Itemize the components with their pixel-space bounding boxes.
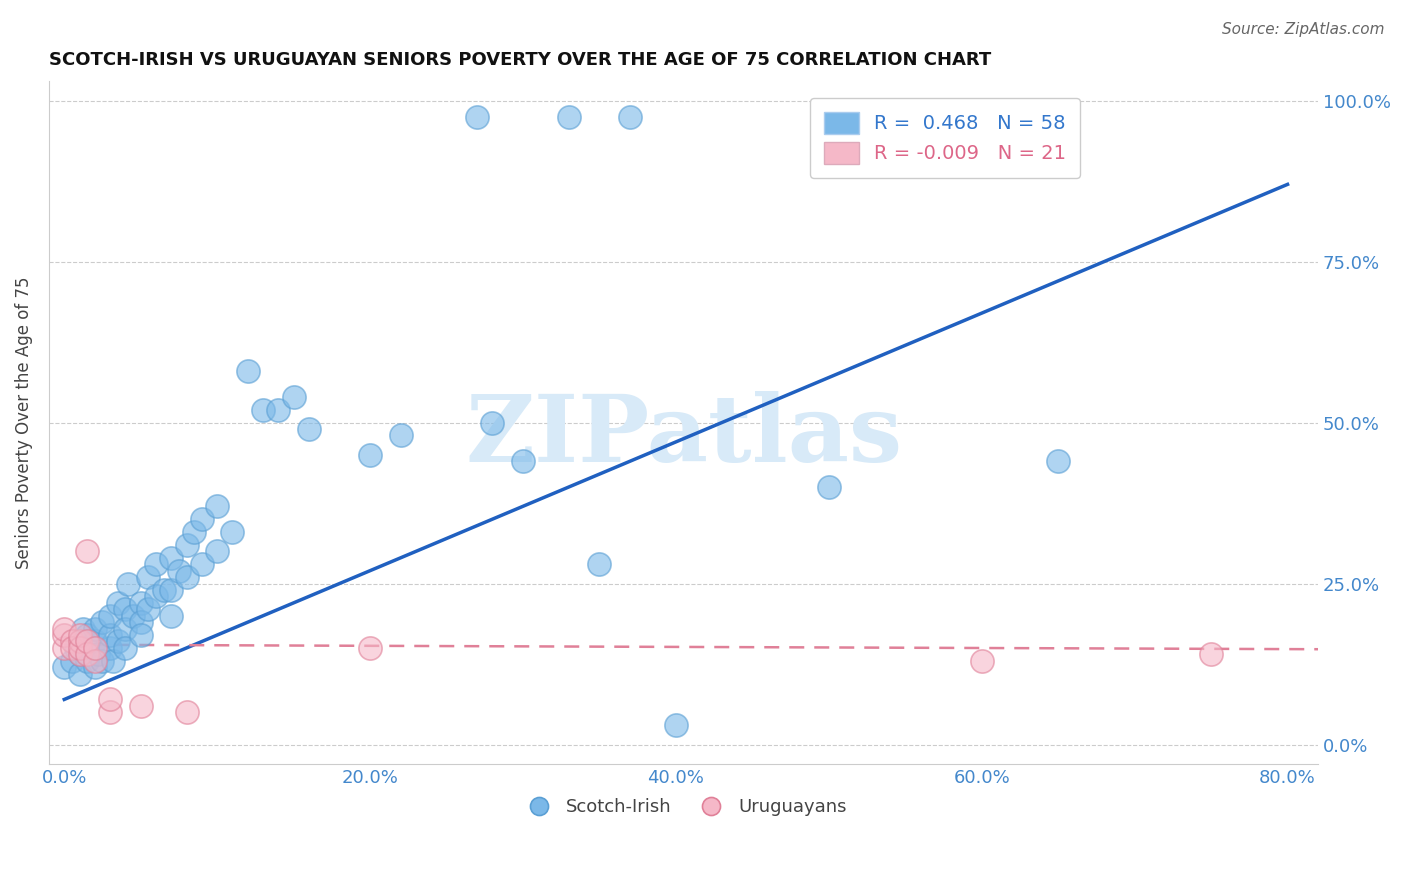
Y-axis label: Seniors Poverty Over the Age of 75: Seniors Poverty Over the Age of 75 (15, 277, 32, 569)
Point (76, 654, 98, 668)
Point (107, 596, 129, 610)
Text: ZIPatlas: ZIPatlas (465, 392, 903, 482)
Point (60, 634, 83, 648)
Point (107, 634, 129, 648)
Point (69, 628, 91, 642)
Point (69, 640, 91, 655)
Point (138, 602, 160, 616)
Point (103, 654, 125, 668)
Point (129, 615, 152, 630)
Point (76, 628, 98, 642)
Point (53, 628, 76, 642)
Point (970, 654, 993, 668)
Point (176, 538, 198, 552)
Point (60, 654, 83, 668)
Point (53, 640, 76, 655)
Point (145, 558, 167, 572)
Point (69, 634, 91, 648)
Point (191, 558, 214, 572)
Point (65, 640, 87, 655)
Point (129, 596, 152, 610)
Point (205, 500, 228, 514)
Point (83, 654, 105, 668)
Point (60, 640, 83, 655)
Point (167, 564, 190, 578)
Point (1047, 454, 1070, 468)
Point (53, 622, 76, 636)
Point (817, 480, 839, 494)
Point (98, 628, 121, 642)
Point (83, 622, 105, 636)
Point (588, 558, 610, 572)
Point (76, 648, 98, 662)
Point (117, 576, 139, 591)
Point (87, 648, 110, 662)
Point (98, 706, 121, 720)
Point (129, 698, 152, 713)
Point (252, 402, 274, 417)
Point (359, 640, 381, 655)
Point (114, 640, 136, 655)
Point (176, 706, 198, 720)
Point (69, 648, 91, 662)
Point (512, 454, 534, 468)
Point (83, 660, 105, 674)
Point (389, 428, 412, 442)
Point (205, 544, 228, 558)
Point (53, 660, 76, 674)
Point (191, 512, 214, 526)
Point (145, 590, 167, 604)
Point (267, 402, 290, 417)
Point (76, 544, 98, 558)
Point (298, 422, 321, 436)
Point (619, 110, 641, 124)
Point (69, 648, 91, 662)
Point (91, 654, 114, 668)
Point (76, 634, 98, 648)
Point (91, 615, 114, 630)
Point (221, 524, 243, 539)
Point (183, 524, 205, 539)
Point (236, 364, 259, 378)
Point (69, 666, 91, 681)
Point (129, 628, 152, 642)
Point (83, 634, 105, 648)
Point (1199, 648, 1222, 662)
Point (283, 390, 305, 404)
Point (481, 416, 503, 430)
Point (114, 622, 136, 636)
Point (138, 570, 160, 584)
Point (160, 582, 183, 597)
Point (98, 608, 121, 623)
Point (72, 622, 94, 636)
Point (160, 608, 183, 623)
Point (83, 640, 105, 655)
Point (359, 448, 381, 462)
Point (465, 110, 488, 124)
Point (665, 718, 688, 732)
Legend: Scotch-Irish, Uruguayans: Scotch-Irish, Uruguayans (513, 790, 853, 823)
Text: Source: ZipAtlas.com: Source: ZipAtlas.com (1222, 22, 1385, 37)
Point (98, 692, 121, 706)
Point (160, 550, 183, 565)
Point (558, 110, 581, 124)
Point (176, 570, 198, 584)
Text: SCOTCH-IRISH VS URUGUAYAN SENIORS POVERTY OVER THE AGE OF 75 CORRELATION CHART: SCOTCH-IRISH VS URUGUAYAN SENIORS POVERT… (49, 51, 991, 69)
Point (152, 582, 174, 597)
Point (114, 602, 136, 616)
Point (122, 608, 145, 623)
Point (98, 640, 121, 655)
